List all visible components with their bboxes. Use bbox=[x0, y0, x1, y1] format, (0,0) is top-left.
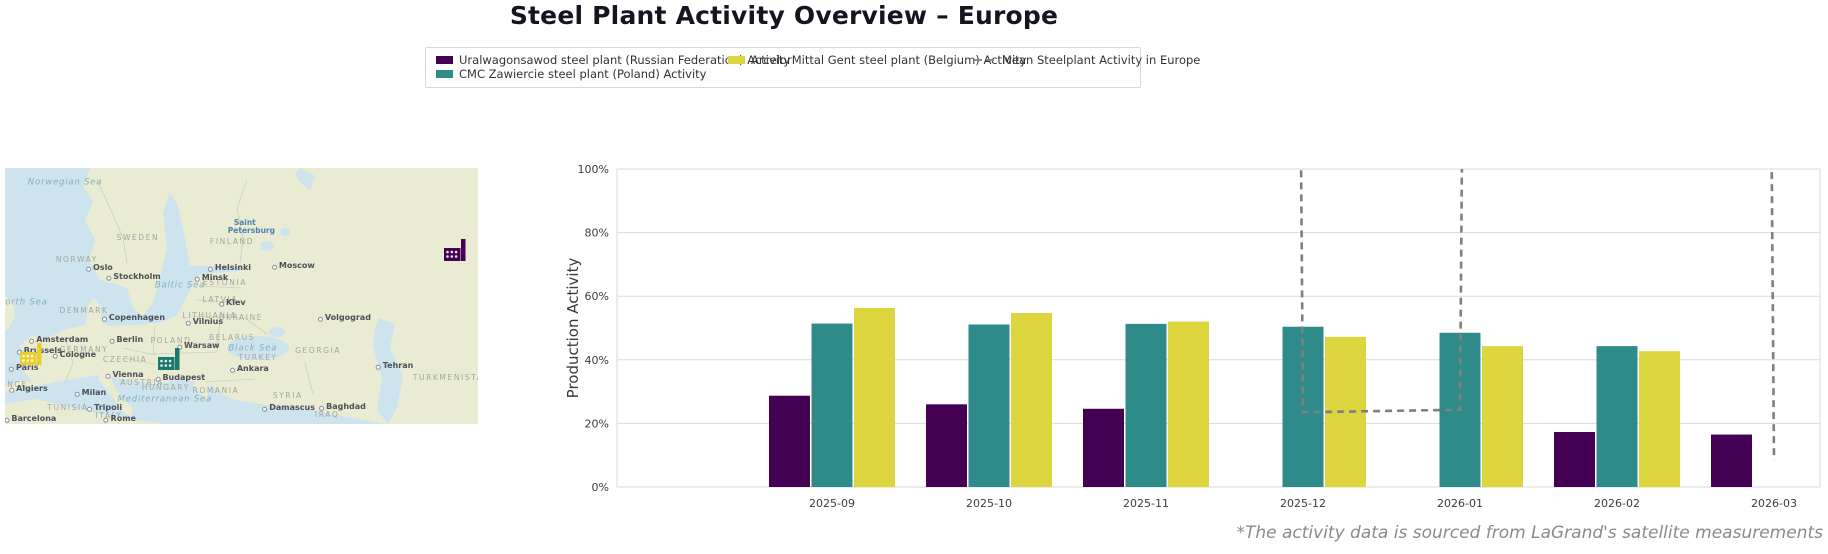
map-land-north-africa bbox=[5, 399, 165, 424]
map-land-greece bbox=[194, 379, 210, 400]
bar-cmc-zawiercie-2025-11 bbox=[1125, 323, 1167, 487]
bar-uralwagonsawod-2026-03 bbox=[1711, 434, 1752, 487]
x-tick-label-2026-03: 2026-03 bbox=[1751, 497, 1797, 510]
y-tick-label-20: 20% bbox=[585, 417, 609, 430]
plant-marker-cmc-zawiercie-steel-plant-poland[interactable] bbox=[157, 347, 183, 375]
factory-icon bbox=[443, 238, 466, 261]
x-tick-label-2026-02: 2026-02 bbox=[1594, 497, 1640, 510]
map-land-italy bbox=[98, 373, 133, 417]
bar-arcelormittal-gent-2026-02 bbox=[1639, 351, 1680, 487]
map-sea-caspian bbox=[373, 318, 403, 424]
x-tick-label-2025-12: 2025-12 bbox=[1280, 497, 1326, 510]
legend-swatch-cmc-zawiercie bbox=[436, 70, 453, 78]
legend-label-mean-activity: Mean Steelplant Activity in Europe bbox=[1002, 53, 1201, 67]
map-basemap bbox=[5, 168, 478, 424]
bar-uralwagonsawod-2026-02 bbox=[1554, 431, 1595, 487]
bar-arcelormittal-gent-2026-01 bbox=[1482, 346, 1523, 487]
map-sea-white bbox=[295, 168, 315, 190]
y-tick-label-40: 40% bbox=[585, 354, 609, 367]
bar-uralwagonsawod-2025-10 bbox=[926, 404, 967, 487]
map-sea-mediterranean bbox=[5, 375, 385, 424]
map-land-mainland bbox=[5, 168, 478, 424]
mean-activity-line bbox=[1299, 169, 1776, 461]
x-tick-label-2025-10: 2025-10 bbox=[966, 497, 1012, 510]
plot-border bbox=[616, 168, 1821, 488]
y-axis-title: Production Activity bbox=[564, 258, 582, 399]
factory-icon bbox=[158, 348, 180, 371]
y-tick-label-80: 80% bbox=[585, 227, 609, 240]
bar-arcelormittal-gent-2025-11 bbox=[1168, 321, 1209, 487]
legend-item-cmc-zawiercie: CMC Zawiercie steel plant (Poland) Activ… bbox=[436, 67, 728, 81]
bar-cmc-zawiercie-2025-09 bbox=[811, 323, 853, 487]
legend-label-cmc-zawiercie: CMC Zawiercie steel plant (Poland) Activ… bbox=[459, 67, 707, 81]
chart-legend: Uralwagonsawod steel plant (Russian Fede… bbox=[425, 47, 1200, 88]
bar-uralwagonsawod-2025-11 bbox=[1083, 408, 1124, 487]
legend-label-arcelormittal-gent: ArcelorMittal Gent steel plant (Belgium)… bbox=[751, 53, 1027, 67]
x-tick-label-2025-09: 2025-09 bbox=[809, 497, 855, 510]
map-lake-ladoga bbox=[260, 241, 274, 251]
y-tick-label-60: 60% bbox=[585, 290, 609, 303]
map-land-britain bbox=[5, 296, 15, 330]
dashed-line-icon bbox=[974, 58, 996, 62]
map-land-scandinavia bbox=[83, 168, 305, 316]
y-tick-label-0: 0% bbox=[592, 481, 609, 494]
map-borders bbox=[64, 179, 314, 395]
legend-item-uralwagonsawod: Uralwagonsawod steel plant (Russian Fede… bbox=[436, 53, 790, 67]
map-sea-azov bbox=[269, 327, 285, 337]
map-lake-onega bbox=[280, 228, 290, 236]
activity-bar-chart: 0% 20% 40% 60% 80% 100% 2025-09 2025-10 2025-11 2… bbox=[560, 130, 1828, 520]
bar-uralwagonsawod-2025-09 bbox=[769, 395, 810, 487]
legend-item-mean-activity: Mean Steelplant Activity in Europe bbox=[974, 53, 1200, 67]
activity-chart-svg: 0% 20% 40% 60% 80% 100% 2025-09 2025-10 2025-11 2… bbox=[564, 163, 1821, 510]
bar-arcelormittal-gent-2025-10 bbox=[1011, 313, 1052, 487]
x-tick-label-2026-01: 2026-01 bbox=[1437, 497, 1483, 510]
data-source-note: *The activity data is sourced from LaGra… bbox=[1236, 523, 1823, 543]
plant-marker-uralwagonsawod-steel-plant-russian-federation[interactable] bbox=[443, 238, 469, 266]
legend-item-arcelormittal-gent: ArcelorMittal Gent steel plant (Belgium)… bbox=[728, 53, 1026, 67]
legend-swatch-uralwagonsawod bbox=[436, 56, 453, 64]
map-sea-black bbox=[227, 336, 289, 360]
y-tick-label-100: 100% bbox=[578, 163, 609, 176]
plant-marker-arcelormittal-gent-steel-plant-belgium[interactable] bbox=[19, 342, 45, 370]
legend-swatch-arcelormittal-gent bbox=[728, 56, 745, 64]
page-title: Steel Plant Activity Overview – Europe bbox=[509, 1, 1059, 30]
bar-cmc-zawiercie-2026-02 bbox=[1596, 346, 1638, 487]
bar-arcelormittal-gent-2025-09 bbox=[854, 307, 895, 487]
x-tick-label-2025-11: 2025-11 bbox=[1123, 497, 1169, 510]
legend-label-uralwagonsawod: Uralwagonsawod steel plant (Russian Fede… bbox=[459, 53, 791, 67]
bar-cmc-zawiercie-2025-10 bbox=[968, 324, 1010, 487]
factory-icon bbox=[19, 342, 42, 365]
